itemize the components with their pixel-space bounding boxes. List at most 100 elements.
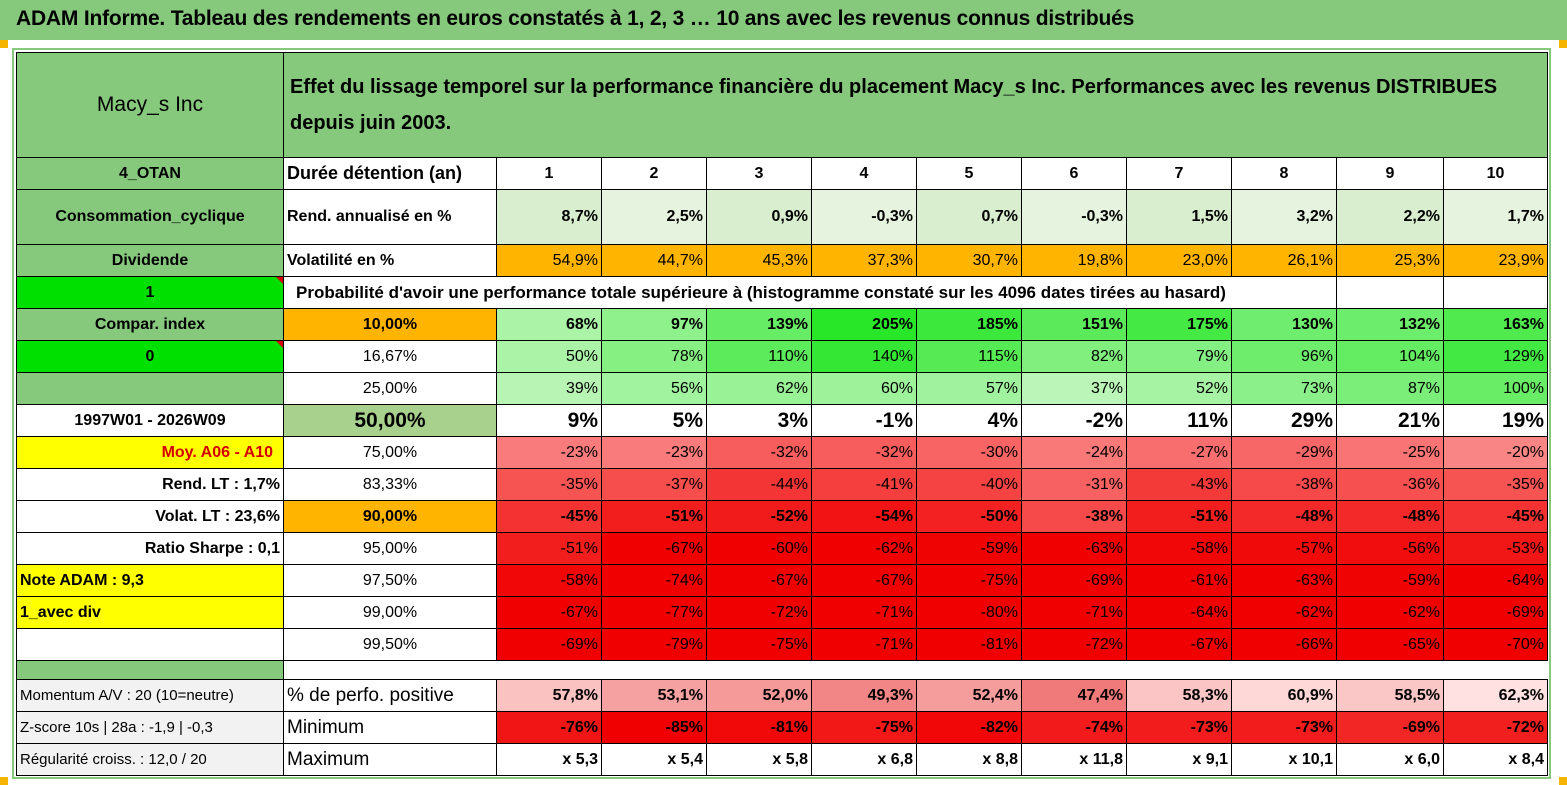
maximum-row: Régularité croiss. : 12,0 / 20 Maximum x 5… [16,743,1548,776]
quantile-value: 139% [706,308,812,341]
volatility-value: 26,1% [1231,244,1337,277]
quantile-value: -52% [706,500,812,533]
quantile-value: -24% [1021,436,1127,469]
quantile-row: 1_avec div 99,00% -67% -77% -72% -71% -80% -71%… [16,596,1548,629]
corner-marker [1559,777,1567,785]
quantile-value: -75% [916,564,1022,597]
year-header: 7 [1126,157,1232,190]
quantile-row: 0 16,67% 50% 78% 110% 140% 115% 82% 79% 96% 104% 12… [16,340,1548,373]
volatility-value: 19,8% [1021,244,1127,277]
quantile-threshold: 10,00% [283,308,497,341]
quantile-value: -32% [811,436,917,469]
quantile-value: -59% [916,532,1022,565]
quantile-value: 151% [1021,308,1127,341]
return-value: 2,2% [1336,189,1444,245]
quantile-row: Note ADAM : 9,3 97,50% -58% -74% -67% -67% -75… [16,564,1548,597]
positive-value: 62,3% [1443,679,1548,712]
minimum-row: Z-score 10s | 28a : -1,9 | -0,3 Minimum -7… [16,711,1548,744]
quantile-value: -67% [706,564,812,597]
header-row: Macy_s Inc Effet du lissage temporel sur … [16,52,1548,158]
quantile-value: -1% [811,404,917,437]
quantile-value: 68% [496,308,602,341]
maximum-value: x 6,8 [811,743,917,776]
quantile-value: -67% [496,596,602,629]
quantile-value: -31% [1021,468,1127,501]
quantile-value: -45% [1443,500,1548,533]
minimum-label: Minimum [283,711,497,744]
positive-value: 49,3% [811,679,917,712]
asset-description: Effet du lissage temporel sur la perform… [283,52,1548,158]
quantile-value: -38% [1231,468,1337,501]
minimum-value: -82% [916,711,1022,744]
quantile-value: 5% [601,404,707,437]
minimum-value: -74% [1021,711,1127,744]
quantile-value: -48% [1231,500,1337,533]
quantile-row: Volat. LT : 23,6% 90,00% -45% -51% -52% -54% -… [16,500,1548,533]
corner-marker [0,777,8,785]
quantile-value: -64% [1126,596,1232,629]
momentum-label: Momentum A/V : 20 (10=neutre) [16,679,284,712]
quantile-value: 163% [1443,308,1548,341]
quantile-value: 130% [1231,308,1337,341]
quantile-value: -20% [1443,436,1548,469]
volatility-value: 23,0% [1126,244,1232,277]
quantile-value: -63% [1231,564,1337,597]
positive-value: 58,3% [1126,679,1232,712]
quantile-value: -59% [1336,564,1444,597]
quantile-threshold: 99,00% [283,596,497,629]
probability-row: 1 Probabilité d'avoir une performance tot… [16,276,1548,309]
quantile-value: -51% [1126,500,1232,533]
quantile-value: -67% [811,564,917,597]
minimum-value: -73% [1126,711,1232,744]
quantile-value: -71% [811,628,917,661]
quantile-value: -74% [601,564,707,597]
positive-value: 52,4% [916,679,1022,712]
quantile-threshold: 90,00% [283,500,497,533]
performance-table: Macy_s Inc Effet du lissage temporel sur … [16,52,1548,776]
quantile-value: 175% [1126,308,1232,341]
quantile-value: -58% [1126,532,1232,565]
quantile-value: -58% [496,564,602,597]
quantile-value: -72% [1021,628,1127,661]
quantile-threshold: 83,33% [283,468,497,501]
return-value: 2,5% [601,189,707,245]
asset-name: Macy_s Inc [16,52,284,158]
quantile-value: -36% [1336,468,1444,501]
quantile-value: 132% [1336,308,1444,341]
quantile-value: 37% [1021,372,1127,405]
year-header: 9 [1336,157,1444,190]
asset-code: 4_OTAN [16,157,284,190]
quantile-value: -57% [1231,532,1337,565]
maximum-value: x 10,1 [1231,743,1337,776]
quantile-threshold: 95,00% [283,532,497,565]
volatility-row: Dividende Volatilité en % 54,9% 44,7% 45,3% 3… [16,244,1548,277]
minimum-value: -76% [496,711,602,744]
spacer-row [16,660,1548,680]
quantile-value: -25% [1336,436,1444,469]
minimum-value: -85% [601,711,707,744]
year-header: 10 [1443,157,1548,190]
positive-value: 47,4% [1021,679,1127,712]
quantile-value: 100% [1443,372,1548,405]
corner-marker [1559,40,1567,48]
corner-marker [0,40,8,48]
regularity-label: Régularité croiss. : 12,0 / 20 [16,743,284,776]
maximum-value: x 5,4 [601,743,707,776]
quantile-value: -66% [1231,628,1337,661]
empty-cell [16,660,284,680]
volatility-value: 23,9% [1443,244,1548,277]
empty-cell [283,660,1548,680]
quantile-value: -65% [1336,628,1444,661]
year-header: 8 [1231,157,1337,190]
quantile-value: -43% [1126,468,1232,501]
quantile-value: 82% [1021,340,1127,373]
maximum-value: x 8,4 [1443,743,1548,776]
quantile-row: 1997W01 - 2026W09 50,00% 9% 5% 3% -1% 4% -2% 11%… [16,404,1548,437]
quantile-value: -79% [601,628,707,661]
quantile-value: 19% [1443,404,1548,437]
dividend-mode-label: 1_avec div [16,596,284,629]
maximum-value: x 9,1 [1126,743,1232,776]
quantile-value: 96% [1231,340,1337,373]
volatility-value: 37,3% [811,244,917,277]
year-header: 3 [706,157,812,190]
